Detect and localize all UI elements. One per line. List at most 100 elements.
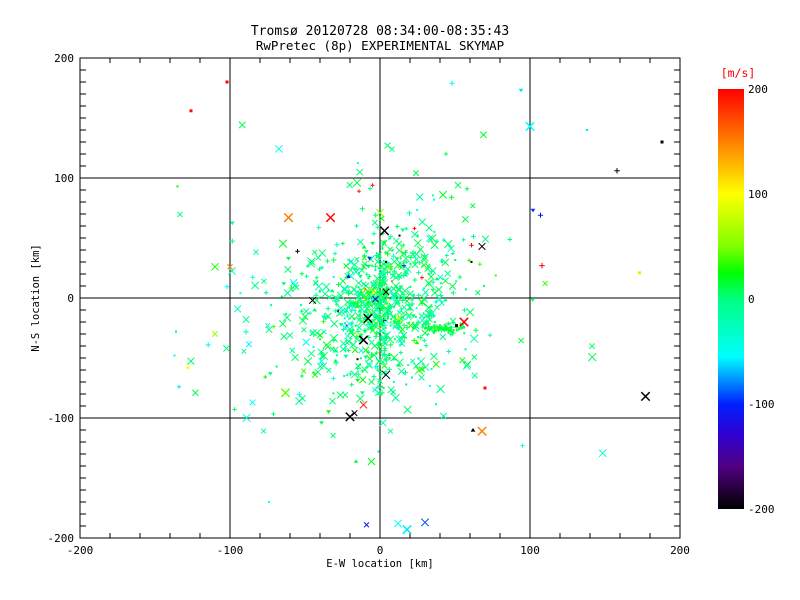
scatter-point	[530, 298, 536, 302]
scatter-point	[390, 313, 397, 320]
scatter-point	[409, 285, 412, 288]
scatter-point	[301, 312, 309, 321]
scatter-point	[380, 271, 383, 274]
scatter-point	[418, 298, 427, 307]
scatter-point	[243, 329, 249, 335]
scatter-point	[378, 262, 385, 270]
scatter-point	[461, 237, 466, 242]
scatter-point	[371, 231, 377, 237]
scatter-point	[355, 371, 361, 377]
scatter-point	[350, 304, 356, 310]
scatter-point	[374, 322, 377, 325]
scatter-point	[384, 299, 387, 302]
scatter-point	[444, 253, 449, 258]
scatter-point	[393, 319, 396, 322]
scatter-point	[390, 253, 397, 259]
scatter-point	[382, 331, 385, 334]
scatter-point	[463, 360, 472, 368]
scatter-point	[176, 185, 179, 188]
scatter-point	[309, 330, 315, 337]
scatter-point	[380, 246, 385, 250]
scatter-point	[238, 121, 246, 129]
scatter-point	[326, 367, 332, 373]
scatter-point	[299, 304, 302, 307]
scatter-point	[439, 325, 442, 328]
scatter-point	[316, 331, 324, 339]
scatter-point	[378, 286, 381, 289]
scatter-point	[400, 286, 410, 296]
scatter-point	[354, 279, 363, 287]
scatter-point	[463, 332, 466, 335]
scatter-point	[381, 307, 384, 310]
scatter-point	[343, 354, 349, 359]
scatter-point	[361, 366, 369, 374]
scatter-point	[381, 296, 387, 302]
scatter-point	[359, 391, 365, 395]
scatter-point	[278, 239, 288, 248]
scatter-point	[370, 183, 375, 188]
scatter-point	[342, 324, 349, 332]
scatter-point	[353, 308, 357, 313]
scatter-point	[405, 272, 408, 275]
scatter-point	[360, 206, 365, 212]
scatter-point	[370, 241, 376, 246]
scatter-point	[354, 362, 362, 370]
y-tick-label: 200	[54, 52, 74, 65]
scatter-point	[382, 346, 388, 351]
scatter-point	[330, 432, 336, 439]
scatter-point	[481, 235, 490, 243]
scatter-point	[371, 319, 377, 323]
scatter-point	[410, 358, 416, 364]
scatter-point	[406, 210, 413, 216]
scatter-point	[333, 251, 337, 256]
scatter-point	[483, 386, 487, 390]
scatter-point	[426, 325, 432, 330]
scatter-point	[382, 311, 388, 318]
scatter-point	[342, 391, 349, 398]
scatter-point	[412, 362, 420, 370]
scatter-point	[402, 335, 407, 340]
scatter-point	[253, 249, 259, 256]
colorbar-unit-label: [m/s]	[720, 66, 756, 80]
scatter-point	[347, 371, 354, 377]
scatter-point	[482, 284, 485, 287]
scatter-point	[462, 361, 471, 370]
scatter-point	[286, 256, 291, 261]
scatter-point	[319, 353, 326, 360]
scatter-point	[429, 352, 438, 361]
scatter-point	[421, 363, 430, 372]
scatter-point	[389, 324, 392, 327]
scatter-point	[177, 211, 183, 218]
scatter-point	[443, 362, 446, 365]
y-tick-labels: 200 100 0 -100 -200	[48, 52, 75, 545]
scatter-point	[391, 268, 397, 274]
scatter-point	[229, 221, 235, 226]
scatter-point	[374, 269, 377, 272]
scatter-point	[401, 243, 406, 247]
scatter-point	[409, 262, 412, 265]
scatter-point	[293, 284, 300, 291]
scatter-point	[295, 249, 300, 254]
scatter-point	[329, 346, 335, 352]
scatter-point	[367, 186, 373, 191]
scatter-point	[410, 323, 420, 333]
scatter-point	[448, 282, 457, 290]
scatter-point	[284, 265, 292, 274]
scatter-point	[443, 324, 449, 331]
scatter-point	[411, 337, 417, 344]
y-tick-label: 100	[54, 172, 74, 185]
scatter-point	[391, 393, 400, 403]
scatter-point	[368, 296, 377, 305]
scatter-point	[457, 328, 460, 331]
scatter-point	[380, 322, 386, 327]
scatter-point	[263, 290, 269, 296]
scatter-point	[383, 250, 388, 255]
scatter-point	[392, 323, 398, 330]
scatter-point	[386, 317, 389, 320]
scatter-point	[334, 242, 340, 248]
scatter-point	[302, 308, 310, 315]
scatter-point	[408, 255, 414, 261]
scatter-point	[443, 327, 446, 330]
scatter-point	[312, 346, 315, 349]
scatter-point	[324, 312, 332, 320]
